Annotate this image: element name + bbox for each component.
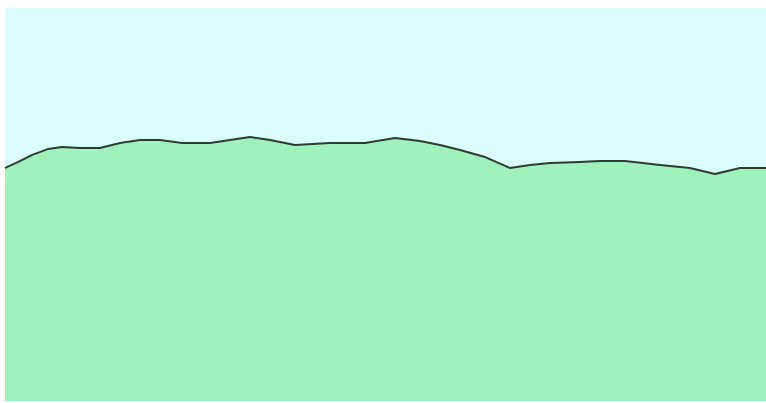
game-view [0, 0, 766, 403]
page: (() => { const data = JSON.parse(documen… [0, 0, 766, 403]
terrain [5, 137, 766, 401]
